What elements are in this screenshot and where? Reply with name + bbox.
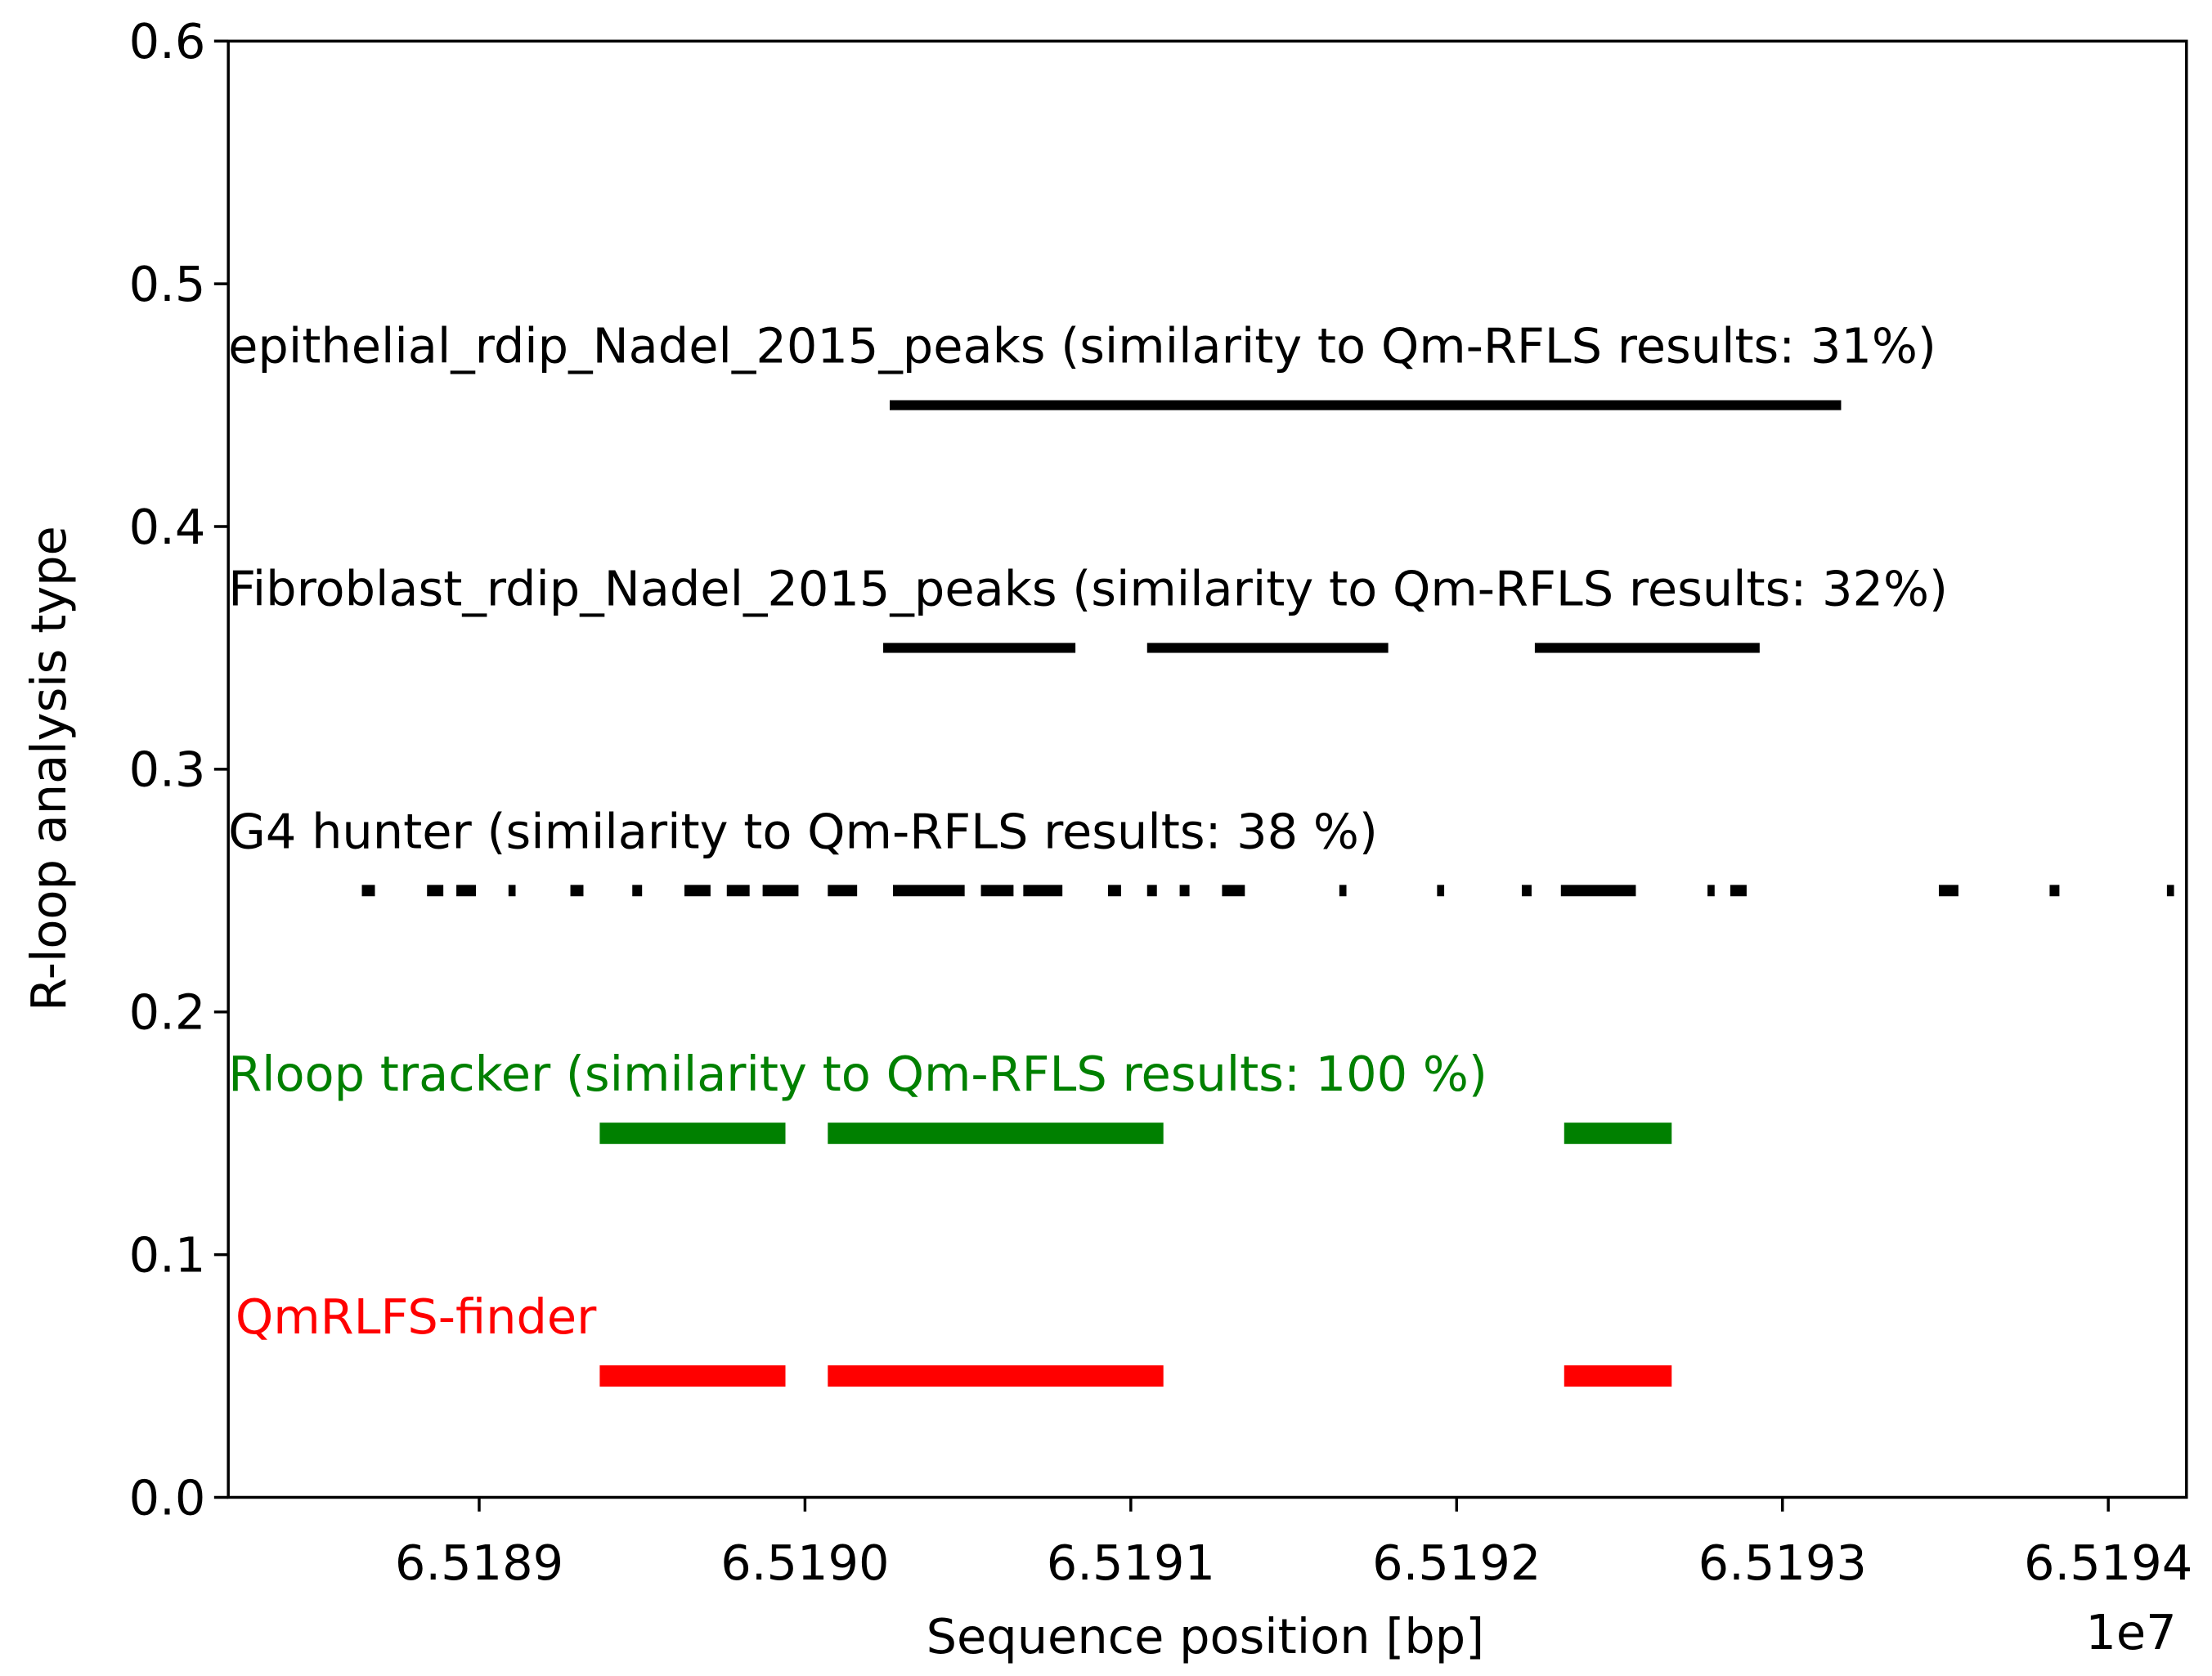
series-label: Fibroblast_rdip_Nadel_2015_peaks (simila… bbox=[228, 560, 1948, 616]
segment bbox=[1023, 885, 1063, 897]
segment bbox=[1107, 885, 1121, 897]
segment bbox=[828, 1123, 1164, 1145]
segment bbox=[762, 885, 799, 897]
series-label: Rloop tracker (similarity to Qm-RFLS res… bbox=[228, 1046, 1487, 1102]
series-label: epithelial_rdip_Nadel_2015_peaks (simila… bbox=[228, 318, 1936, 374]
x-offset-label: 1e7 bbox=[2085, 1604, 2176, 1660]
segment bbox=[828, 885, 858, 897]
segment bbox=[361, 885, 375, 897]
segment bbox=[1146, 643, 1389, 653]
segment bbox=[1437, 885, 1445, 897]
y-tick-label: 0.6 bbox=[129, 13, 206, 69]
segment bbox=[632, 885, 643, 897]
y-axis-label: R-loop analysis type bbox=[20, 526, 77, 1011]
y-tick-label: 0.4 bbox=[129, 499, 206, 555]
x-tick-label: 6.5192 bbox=[1372, 1535, 1541, 1591]
segment bbox=[1564, 1365, 1672, 1387]
x-tick-label: 6.5190 bbox=[720, 1535, 889, 1591]
x-axis-label: Sequence position [bp] bbox=[927, 1608, 1485, 1665]
segment bbox=[1560, 885, 1636, 897]
segment bbox=[2049, 885, 2060, 897]
series-label: QmRLFS-finder bbox=[236, 1288, 597, 1345]
x-tick-label: 6.5194 bbox=[2024, 1535, 2192, 1591]
segment bbox=[508, 885, 516, 897]
y-tick-label: 0.3 bbox=[129, 742, 206, 798]
segment bbox=[599, 1123, 786, 1145]
segment bbox=[684, 885, 711, 897]
segment bbox=[892, 885, 965, 897]
series-label: G4 hunter (similarity to Qm-RFLS results… bbox=[228, 803, 1378, 859]
segment bbox=[1564, 1123, 1672, 1145]
segment bbox=[1179, 885, 1190, 897]
segment bbox=[828, 1365, 1164, 1387]
segment bbox=[1339, 885, 1347, 897]
segment bbox=[1730, 885, 1747, 897]
y-tick-label: 0.5 bbox=[129, 256, 206, 312]
segment bbox=[570, 885, 584, 897]
segment bbox=[1534, 643, 1760, 653]
segment bbox=[2166, 885, 2174, 897]
segment bbox=[1707, 885, 1715, 897]
y-tick-label: 0.2 bbox=[129, 984, 206, 1041]
plot-frame bbox=[227, 39, 2188, 1499]
segment bbox=[599, 1365, 786, 1387]
x-tick-label: 6.5193 bbox=[1698, 1535, 1867, 1591]
segment bbox=[1146, 885, 1157, 897]
segment bbox=[883, 643, 1076, 653]
segment bbox=[726, 885, 750, 897]
x-tick-label: 6.5189 bbox=[395, 1535, 563, 1591]
y-tick-label: 0.0 bbox=[129, 1469, 206, 1526]
segment bbox=[456, 885, 476, 897]
y-tick-label: 0.1 bbox=[129, 1226, 206, 1283]
x-tick-label: 6.5191 bbox=[1047, 1535, 1215, 1591]
segment bbox=[1521, 885, 1532, 897]
segment bbox=[1222, 885, 1245, 897]
segment bbox=[980, 885, 1014, 897]
segment bbox=[890, 400, 1842, 410]
segment bbox=[427, 885, 444, 897]
segment bbox=[1938, 885, 1958, 897]
